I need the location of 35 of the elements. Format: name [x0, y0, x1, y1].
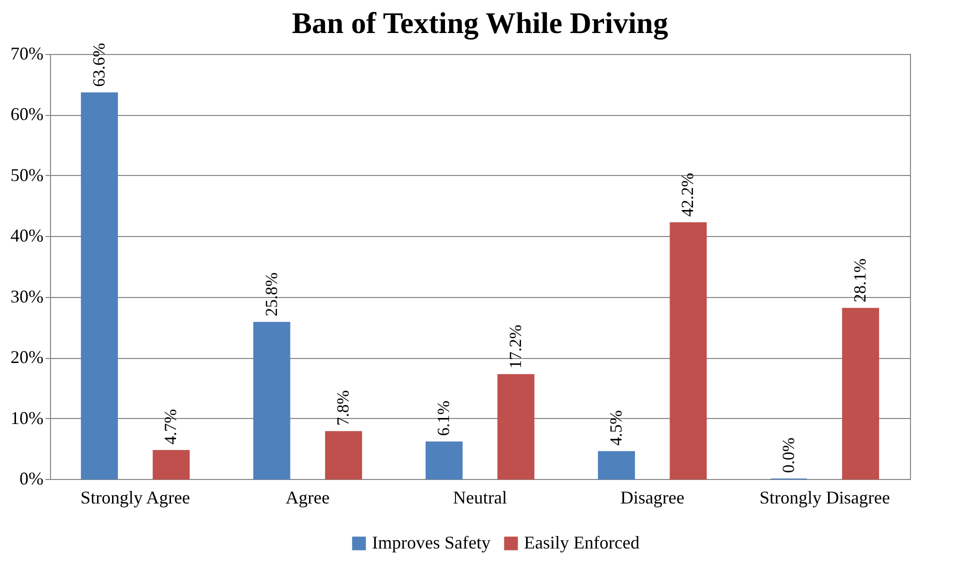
bar	[253, 322, 290, 480]
data-label: 25.8%	[262, 272, 281, 316]
y-tick-label: 70%	[10, 44, 44, 64]
data-label: 4.7%	[161, 409, 180, 444]
bar	[598, 451, 635, 480]
x-tick-label: Disagree	[620, 488, 684, 508]
data-label: 6.1%	[434, 400, 454, 436]
data-label: 7.8%	[334, 390, 353, 426]
bar	[497, 374, 534, 480]
y-tick-label: 60%	[10, 104, 44, 124]
y-tick-label: 0%	[20, 468, 44, 488]
chart-title: Ban of Texting While Driving	[292, 6, 668, 40]
legend-label: Easily Enforced	[524, 532, 640, 552]
bar	[842, 308, 880, 480]
data-label: 4.5%	[606, 410, 626, 446]
bar	[80, 92, 118, 480]
x-tick-label: Strongly Agree	[80, 488, 190, 508]
y-tick-label: 40%	[10, 226, 44, 246]
y-tick-label: 20%	[10, 347, 44, 368]
bar	[670, 222, 707, 480]
data-label: 42.2%	[678, 172, 698, 217]
x-tick-label: Strongly Disagree	[759, 488, 890, 508]
data-label: 28.1%	[850, 258, 870, 302]
bar	[152, 450, 190, 480]
y-tick-label: 30%	[10, 286, 44, 306]
bar	[325, 431, 362, 480]
y-tick-label: 50%	[10, 164, 44, 185]
legend-label: Improves Safety	[372, 532, 490, 552]
data-label: 17.2%	[506, 324, 525, 369]
data-label: 0.0%	[778, 438, 798, 473]
x-tick-label: Neutral	[453, 488, 507, 508]
data-label: 63.6%	[89, 42, 108, 87]
x-tick-label: Agree	[286, 488, 330, 508]
y-tick-label: 10%	[10, 408, 44, 428]
bar	[426, 441, 463, 480]
